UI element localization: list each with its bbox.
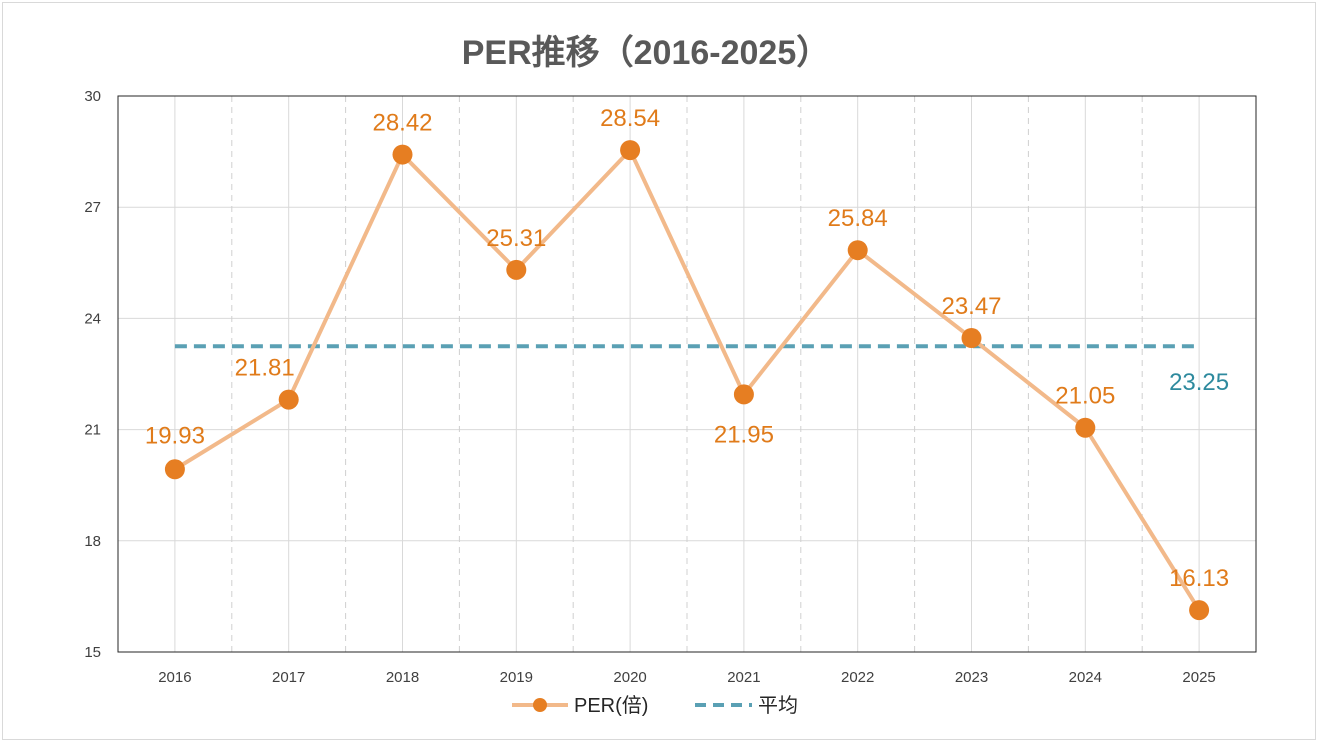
per-point [392,144,413,165]
x-tick-label: 2017 [272,669,305,686]
average-series: 23.25 [174,344,1229,396]
per-series: 19.93 21.81 28.42 25.31 28.54 21.95 25.84 23.47… [145,105,1229,621]
y-tick-label: 24 [84,310,101,327]
legend-label-average: 平均 [758,694,798,717]
y-tick-label: 15 [84,644,101,661]
legend-label-per: PER(倍) [574,694,648,717]
per-point [733,384,754,405]
x-axis-ticks: 2016 2017 2018 2019 2020 2021 2022 2023 2024 2025 [158,669,1216,686]
chart-title: PER推移（2016-2025） [462,33,831,72]
y-tick-label: 18 [84,533,101,550]
per-data-label: 23.47 [941,293,1001,320]
per-data-label: 28.54 [600,105,660,132]
legend-item-average[interactable]: 平均 [695,694,798,717]
per-data-label: 16.13 [1169,565,1229,592]
y-tick-label: 27 [84,199,101,216]
y-tick-label: 21 [84,422,101,439]
per-point [1189,600,1210,621]
per-data-label: 21.05 [1055,383,1115,410]
x-tick-label: 2022 [841,669,874,686]
per-point [847,240,868,261]
per-point [620,140,641,161]
x-tick-label: 2019 [500,669,533,686]
x-tick-label: 2020 [613,669,646,686]
per-point [164,459,185,480]
per-point [278,389,299,410]
x-tick-label: 2018 [386,669,419,686]
per-data-label: 21.81 [235,355,295,382]
per-point [506,259,527,280]
per-data-label: 19.93 [145,422,205,449]
y-axis-ticks: 15 18 21 24 27 30 [84,88,101,661]
per-point [961,328,982,349]
legend-item-per[interactable]: PER(倍) [512,694,648,717]
y-tick-label: 30 [84,88,101,105]
per-data-label: 21.95 [714,421,774,448]
per-point [1075,417,1096,438]
grid-lines [118,95,1256,653]
per-line [173,148,1201,612]
average-data-label: 23.25 [1169,369,1229,396]
x-tick-label: 2016 [158,669,191,686]
plot-area-border [117,95,1257,653]
x-tick-label: 2023 [955,669,988,686]
x-tick-label: 2024 [1069,669,1102,686]
x-tick-label: 2021 [727,669,760,686]
per-data-label: 25.84 [828,205,888,232]
per-data-label: 25.31 [486,225,546,252]
x-tick-label: 2025 [1182,669,1215,686]
legend: PER(倍) 平均 [512,694,798,717]
per-data-label: 28.42 [372,110,432,137]
